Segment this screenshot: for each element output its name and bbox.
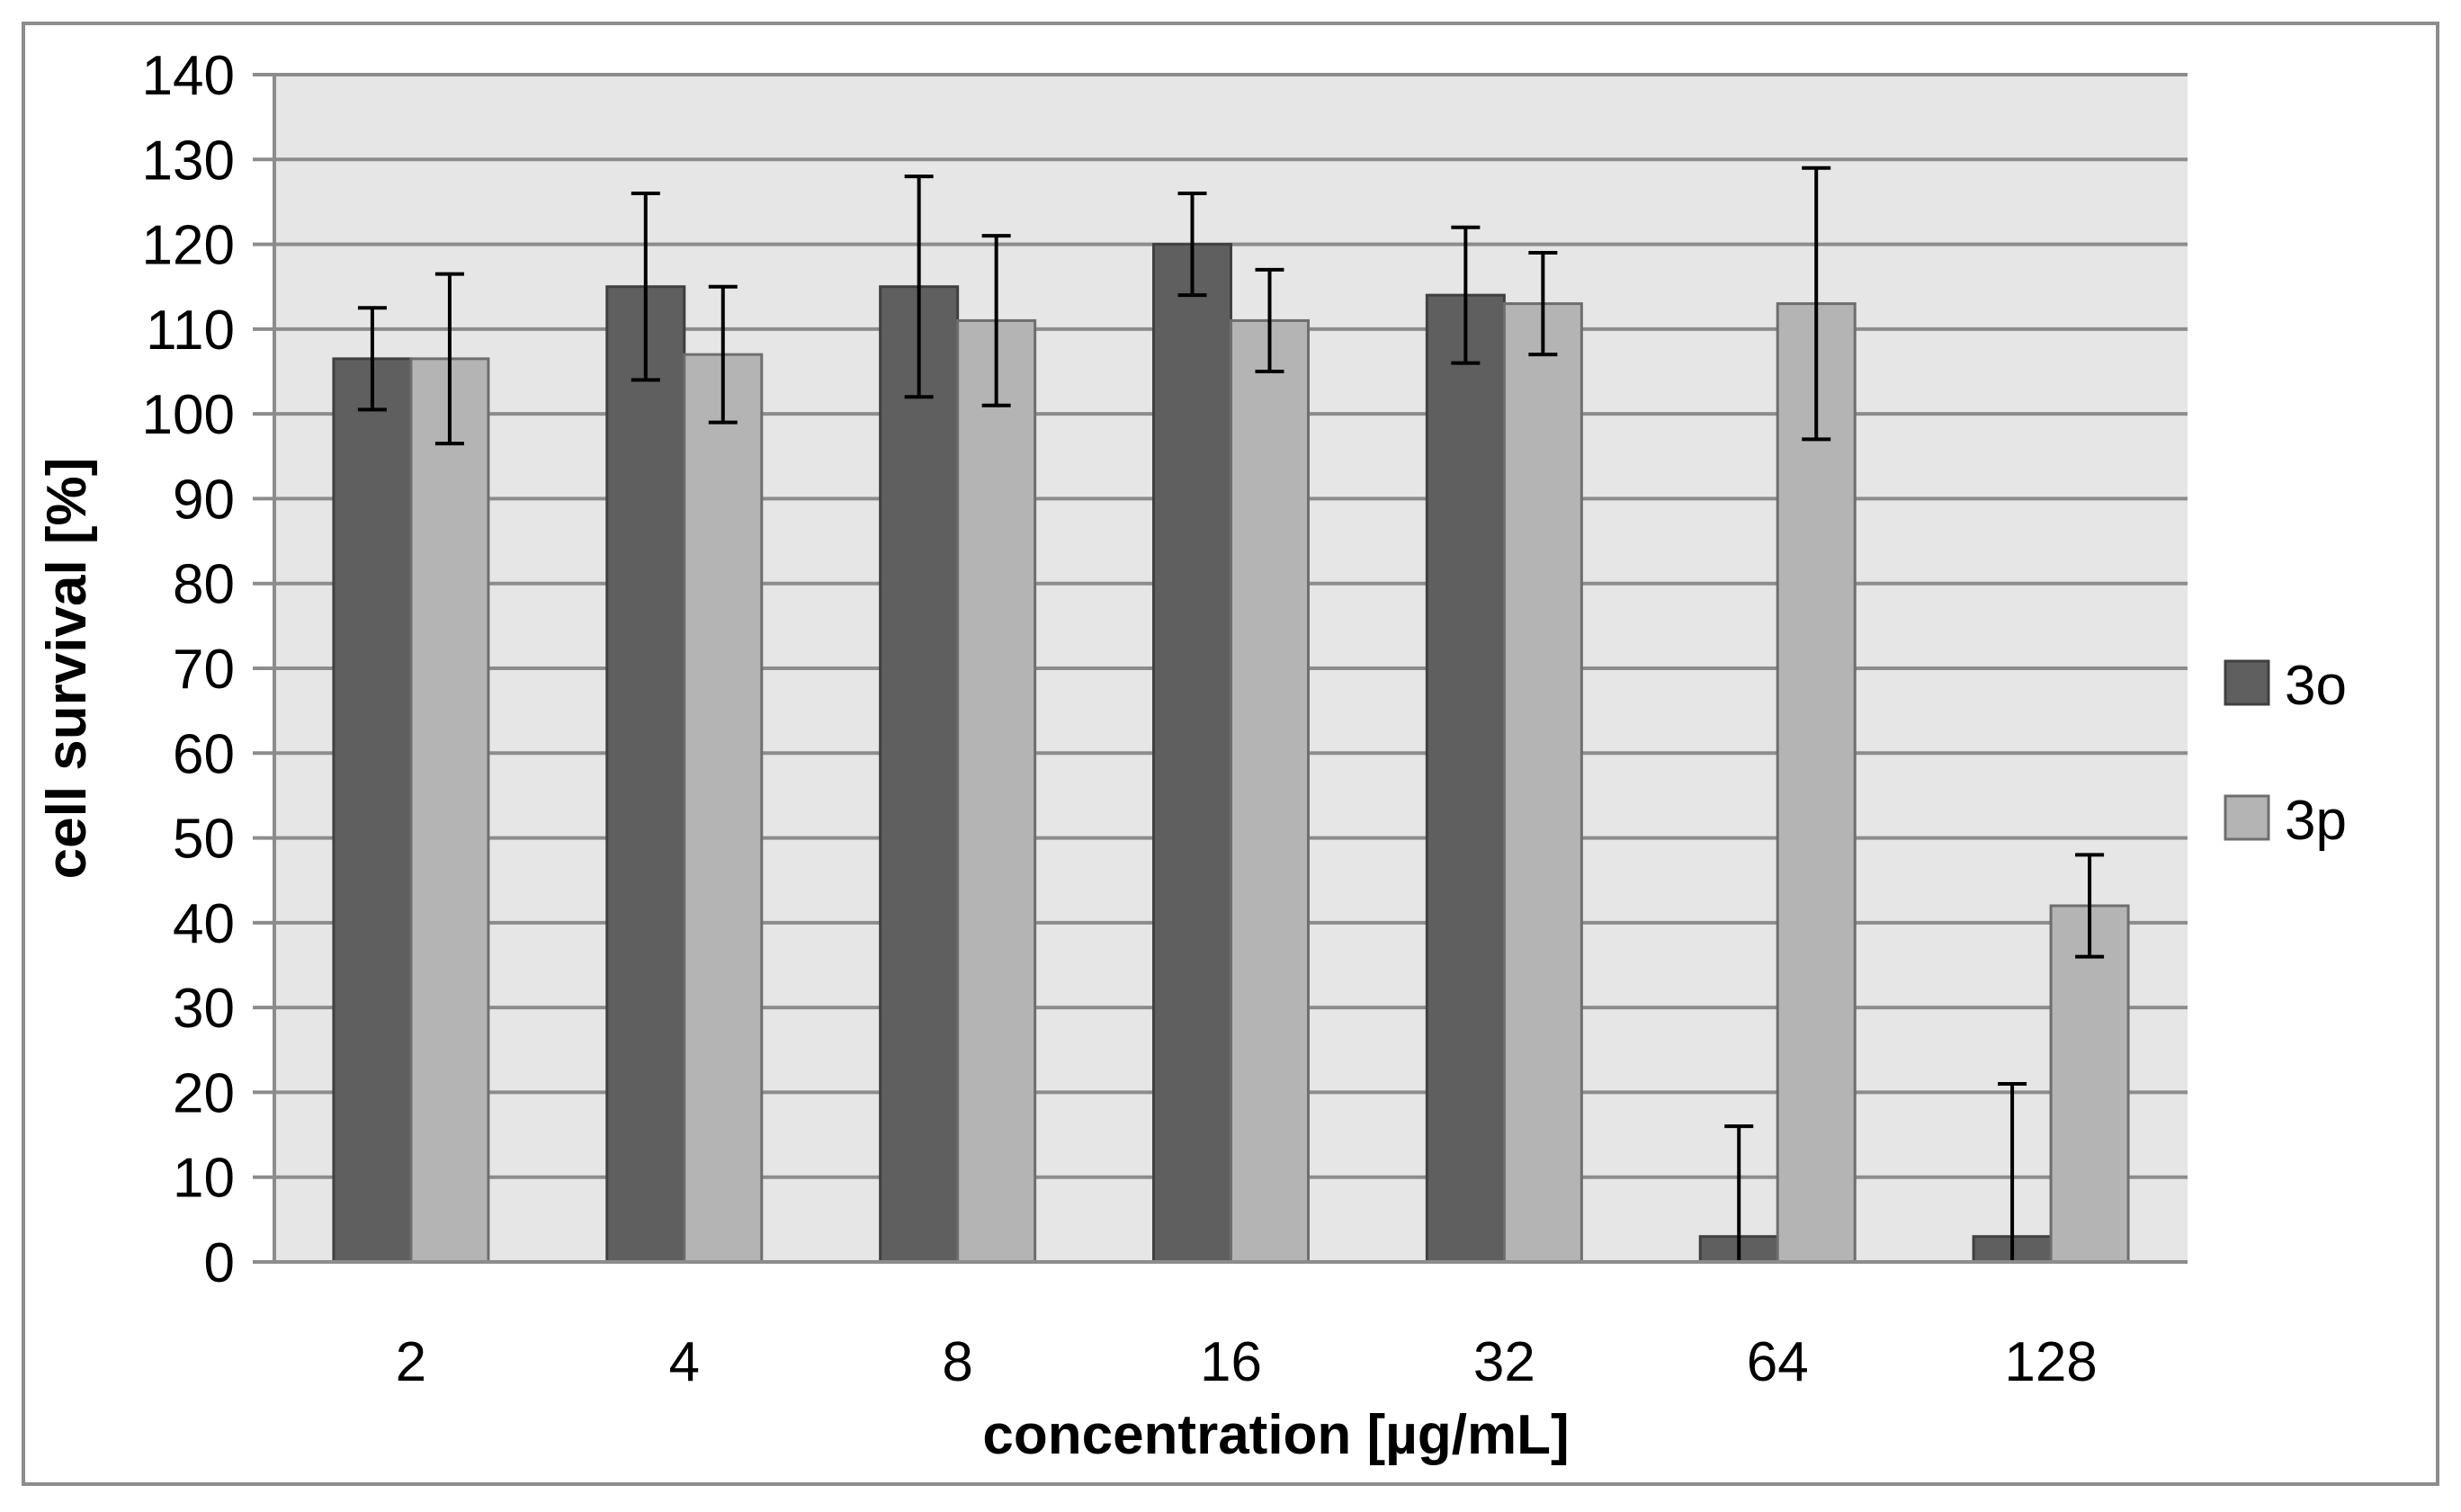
bar-3p-128 <box>2049 904 2130 1264</box>
axes <box>273 75 2188 1264</box>
y-tick-label: 40 <box>173 893 235 955</box>
x-tick-label: 128 <box>2004 1331 2097 1393</box>
error-bars <box>357 166 2105 1262</box>
legend-label-3p: 3p <box>2285 790 2347 852</box>
y-axis-tick-labels: 0 10 20 30 40 50 60 70 80 90 100 110 120 130 140 <box>142 45 235 1294</box>
y-tick-label: 0 <box>204 1232 235 1294</box>
bar-3o-4 <box>605 285 686 1264</box>
y-tick-label: 20 <box>173 1062 235 1124</box>
x-axis-tick-labels: 2 4 8 16 32 64 128 <box>396 1331 2098 1393</box>
bar-3p-2 <box>409 357 490 1264</box>
x-tick-label: 8 <box>942 1331 972 1393</box>
bar-3o-32 <box>1425 293 1506 1264</box>
y-tick-label: 50 <box>173 809 235 871</box>
y-tick-label: 130 <box>142 130 235 192</box>
y-axis-title: cell survival [%] <box>36 458 98 880</box>
y-tick-label: 30 <box>173 978 235 1040</box>
legend-swatch-3p <box>2224 794 2270 841</box>
y-tick-label: 100 <box>142 384 235 446</box>
y-tick-label: 70 <box>173 639 235 701</box>
y-tick-label: 140 <box>142 45 235 107</box>
x-tick-label: 16 <box>1200 1331 1262 1393</box>
legend-label-3o: 3o <box>2285 655 2347 717</box>
x-tick-label: 64 <box>1747 1331 1809 1393</box>
x-tick-label: 32 <box>1473 1331 1535 1393</box>
x-axis-title: concentration [µg/mL] <box>982 1404 1569 1466</box>
y-tick-label: 110 <box>146 300 235 362</box>
y-tick-label: 90 <box>173 469 235 531</box>
legend: 3o 3p <box>2224 655 2347 852</box>
bar-3o-2 <box>332 357 413 1264</box>
x-tick-label: 4 <box>669 1331 700 1393</box>
bars <box>332 243 2130 1264</box>
legend-swatch-3o <box>2224 659 2270 706</box>
bar-3o-16 <box>1152 243 1232 1264</box>
y-tick-label: 80 <box>173 554 235 616</box>
bar-3p-64 <box>1776 302 1857 1264</box>
bar-3o-8 <box>879 285 960 1264</box>
y-tick-label: 10 <box>173 1148 235 1210</box>
bar-3p-8 <box>956 318 1037 1264</box>
bar-3p-32 <box>1502 302 1583 1264</box>
y-tick-label: 120 <box>142 215 235 277</box>
y-tick-label: 60 <box>173 723 235 785</box>
bar-3p-16 <box>1230 318 1310 1264</box>
x-tick-label: 2 <box>396 1331 426 1393</box>
bar-3p-4 <box>683 353 764 1264</box>
